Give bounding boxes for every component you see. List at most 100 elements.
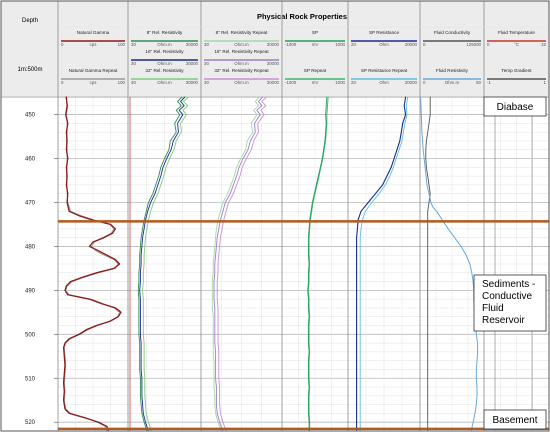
log-curves <box>62 96 533 432</box>
track-header-name: 8" Rel. Resistivity <box>147 30 183 35</box>
track-scale-unit: Ohm <box>379 80 389 85</box>
formation-boundaries <box>58 220 549 431</box>
track-scale-max: 50 <box>476 80 481 85</box>
track-scale-max: 20000 <box>405 42 418 47</box>
fluid-conductivity-curve <box>425 96 431 432</box>
track-header-name: 32" Rel. Resistivity Repeat <box>214 68 269 73</box>
track-scale-unit: Ohm.m <box>157 80 172 85</box>
track-scale-min: 30 <box>131 61 136 66</box>
track-scale-max: 100 <box>118 80 126 85</box>
track-header-name: Natural Gamma <box>77 30 110 35</box>
formation-label: Reservoir <box>482 315 525 326</box>
track-scale-unit: Ohm <box>379 42 389 47</box>
formation-labels: Diabase Sediments -ConductiveFluidReservo… <box>473 96 547 430</box>
track-scale-max: 100 <box>118 42 126 47</box>
track-scale-unit: mV <box>312 42 319 47</box>
track-scale-min: 30 <box>204 42 209 47</box>
track-scale-unit: °C <box>514 42 519 47</box>
track-scale-unit: Ohm.m <box>234 61 249 66</box>
track-scale-max: 1 <box>544 80 547 85</box>
track-scale-max: 30000 <box>186 42 199 47</box>
track-header-name: Fluid Conductivity <box>434 30 471 35</box>
depth-tick-label: 510 <box>25 376 36 382</box>
track-header-name: 8" Rel. Resistivity Repeat <box>216 30 268 35</box>
log-header: Physical Rock Properties Depth 1m:500m <box>1 1 549 96</box>
depth-tick-label: 480 <box>25 244 36 250</box>
track-scale-max: 125000 <box>466 42 481 47</box>
header-background <box>1 1 549 96</box>
track-scale-unit: Ohm.m <box>157 42 172 47</box>
track-scale-min: 30 <box>131 42 136 47</box>
rel-resistivity-16-curve <box>139 96 186 432</box>
sp-curve <box>307 96 328 432</box>
track-scale-min: 0 <box>423 42 426 47</box>
track-scale-min: 0 <box>61 80 64 85</box>
sp-repeat-curve <box>307 96 329 432</box>
depth-tick-label: 520 <box>25 420 36 426</box>
track-header-name: 16" Rel. Resistivity <box>145 49 184 54</box>
track-header-name: Fluid Temperature <box>498 30 535 35</box>
track-scale-min: 30 <box>204 61 209 66</box>
formation-label-box <box>483 96 547 117</box>
track-scale-unit: Ohm.m <box>234 80 249 85</box>
formation-label: Basement <box>492 415 537 426</box>
rel-resistivity-32-curve <box>142 96 190 432</box>
track-scale-max: 30000 <box>267 80 280 85</box>
track-scale-min: -1000 <box>285 42 297 47</box>
depth-tick-label: 490 <box>25 288 36 294</box>
track-header-name: Fluid Resistivity <box>436 68 469 73</box>
track-scale-min: 30 <box>131 80 136 85</box>
formation-label-box <box>473 274 547 332</box>
track-scale-max: 30000 <box>267 61 280 66</box>
track-scale-max: 30000 <box>267 42 280 47</box>
depth-header: Depth <box>22 18 38 24</box>
formation-label: Fluid <box>482 303 504 314</box>
track-scale-max: 1000 <box>335 80 345 85</box>
track-scale-unit: cps <box>90 80 98 85</box>
track-header-name: 16" Rel. Resistivity Repeat <box>214 49 269 54</box>
track-scale-max: 1000 <box>335 42 345 47</box>
track-scale-unit: Ohm.m <box>445 80 460 85</box>
formation-label-box <box>483 409 547 430</box>
track-header-name: SP Resistance Repeat <box>361 68 408 73</box>
track-header-name: SP Resistance <box>369 30 399 35</box>
depth-tick-label: 460 <box>25 157 36 163</box>
track-scale-max: 30000 <box>186 61 199 66</box>
track-header-name: Natural Gamma Repeat <box>69 68 118 73</box>
track-scale-min: 0 <box>61 42 64 47</box>
track-scale-min: 30 <box>204 80 209 85</box>
sp-resistance-curve <box>356 96 407 432</box>
rel-resistivity-32-repeat-curve <box>216 96 268 432</box>
track-header-name: 32" Rel. Resistivity <box>145 68 184 73</box>
track-scale-unit: cps <box>90 42 98 47</box>
formation-label: Conductive <box>482 291 532 302</box>
track-scale-unit: mV <box>312 80 319 85</box>
track-scale-min: 0 <box>487 42 490 47</box>
track-scale-min: 20 <box>351 42 356 47</box>
depth-tick-label: 450 <box>25 113 36 119</box>
track-scale-max: 20000 <box>405 80 418 85</box>
track-header-name: Temp Gradient <box>501 68 532 73</box>
track-scale-unit: Ohm.m <box>157 61 172 66</box>
sp-resistance-repeat-curve <box>359 96 409 432</box>
track-header-name: SP Repeat <box>304 68 327 73</box>
depth-tick-label: 470 <box>25 200 36 206</box>
track-scale-min: -1 <box>487 80 491 85</box>
scale-label: 1m:500m <box>17 67 42 73</box>
rel-resistivity-8-repeat-curve <box>211 96 260 432</box>
rel-resistivity-8-curve <box>137 96 183 432</box>
track-scale-unit: Ohm.m <box>234 42 249 47</box>
natural-gamma-curve <box>62 96 122 432</box>
formation-label: Sediments - <box>482 279 535 290</box>
depth-tick-label: 500 <box>25 332 36 338</box>
track-scale-min: -1000 <box>285 80 297 85</box>
rel-resistivity-16-repeat-curve <box>213 96 264 432</box>
track-scale-min: 20 <box>351 80 356 85</box>
track-scale-max: 15 <box>541 42 546 47</box>
track-scale-max: 30000 <box>186 80 199 85</box>
depth-axis: 450 460 470 480 490 500 510 520 <box>25 113 58 426</box>
